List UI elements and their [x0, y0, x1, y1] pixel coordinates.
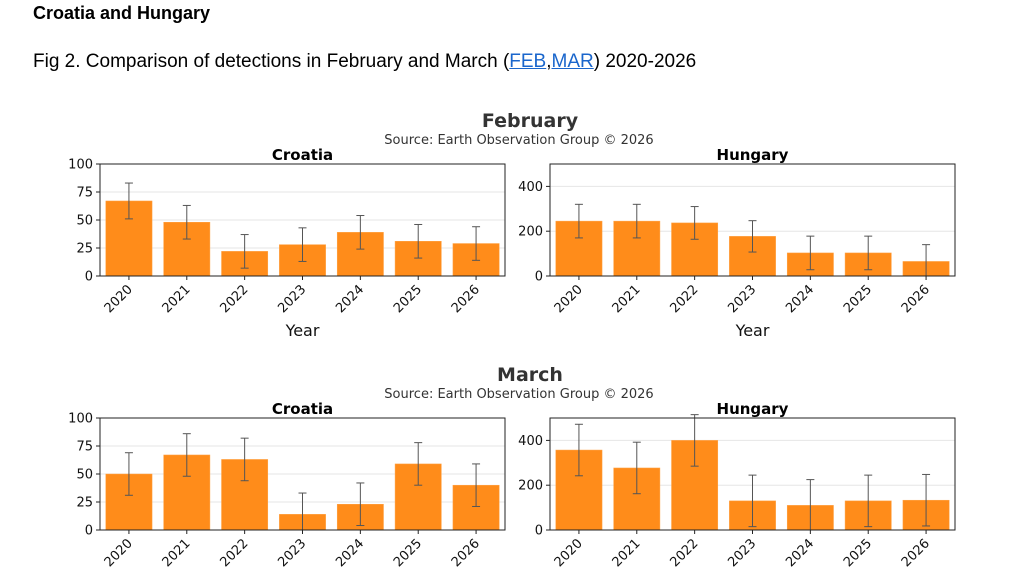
y-tick-label: 50 — [76, 214, 93, 229]
x-tick-label: 2024 — [783, 282, 817, 316]
x-tick-label: 2021 — [610, 536, 644, 570]
chart-panel-february-croatia: 2020 2021 2022 2023 2024 2025 2026 0 25 50 75 100 Cr… — [68, 146, 506, 340]
x-tick-label: 2024 — [333, 282, 367, 316]
panel-title: Hungary — [717, 146, 789, 164]
y-tick-label: 25 — [76, 496, 93, 511]
y-tick-label: 200 — [518, 479, 543, 494]
y-tick-label: 100 — [68, 158, 93, 173]
x-tick-label: 2025 — [391, 536, 425, 570]
y-tick-label: 400 — [518, 434, 543, 449]
panel-title: Croatia — [272, 146, 333, 164]
x-axis-label: Year — [735, 321, 770, 340]
panel-title: Croatia — [272, 400, 333, 418]
x-tick-label: 2022 — [217, 282, 251, 316]
y-tick-label: 50 — [76, 468, 93, 483]
x-tick-label: 2022 — [217, 536, 251, 570]
y-tick-label: 100 — [68, 412, 93, 427]
chart-panel-march-hungary: 2020 2021 2022 2023 2024 2025 2026 0 200 400 Hunga… — [518, 400, 956, 570]
x-tick-label: 2026 — [449, 536, 483, 570]
axes-frame — [549, 417, 956, 531]
x-tick-label: 2020 — [102, 282, 136, 316]
figure-caption: Fig 2. Comparison of detections in Febru… — [33, 51, 696, 73]
y-tick-label: 25 — [76, 242, 93, 257]
x-tick-label: 2026 — [899, 282, 933, 316]
y-tick-label: 75 — [76, 186, 93, 201]
link-separator: , — [546, 51, 552, 72]
x-tick-label: 2025 — [841, 282, 875, 316]
section-title-february: February — [482, 110, 579, 132]
mar-link[interactable]: MAR — [551, 51, 594, 72]
x-tick-label: 2026 — [899, 536, 933, 570]
y-tick-label: 0 — [535, 524, 543, 539]
x-tick-label: 2022 — [667, 536, 701, 570]
x-tick-label: 2026 — [449, 282, 483, 316]
x-tick-label: 2024 — [333, 536, 367, 570]
y-tick-label: 0 — [85, 270, 93, 285]
x-tick-label: 2021 — [610, 282, 644, 316]
chart-panel-march-croatia: 2020 2021 2022 2023 2024 2025 2026 0 25 50 75 100 Cr… — [68, 400, 506, 570]
y-tick-label: 75 — [76, 440, 93, 455]
x-tick-label: 2025 — [391, 282, 425, 316]
section-source-march: Source: Earth Observation Group © 2026 — [384, 387, 653, 402]
section-source-february: Source: Earth Observation Group © 2026 — [384, 133, 653, 148]
y-tick-label: 400 — [518, 180, 543, 195]
x-tick-label: 2020 — [102, 536, 136, 570]
x-tick-label: 2024 — [783, 536, 817, 570]
x-tick-label: 2023 — [275, 536, 309, 570]
axes-frame — [549, 163, 956, 277]
section-title-march: March — [497, 364, 563, 386]
x-tick-label: 2025 — [841, 536, 875, 570]
page-heading: Croatia and Hungary — [33, 3, 211, 23]
y-tick-label: 200 — [518, 225, 543, 240]
y-tick-label: 0 — [535, 270, 543, 285]
panel-title: Hungary — [717, 400, 789, 418]
x-axis-label: Year — [285, 321, 320, 340]
x-tick-label: 2020 — [552, 536, 586, 570]
x-tick-label: 2021 — [160, 536, 194, 570]
caption-suffix: ) 2020-2026 — [593, 51, 697, 72]
x-tick-label: 2023 — [275, 282, 309, 316]
x-tick-label: 2021 — [160, 282, 194, 316]
x-tick-label: 2023 — [725, 282, 759, 316]
feb-link[interactable]: FEB — [509, 51, 547, 72]
caption-prefix: Fig 2. Comparison of detections in Febru… — [33, 51, 510, 72]
x-tick-label: 2022 — [667, 282, 701, 316]
x-tick-label: 2023 — [725, 536, 759, 570]
chart-panel-february-hungary: 2020 2021 2022 2023 2024 2025 2026 0 200 400 Hunga… — [518, 146, 956, 340]
x-tick-label: 2020 — [552, 282, 586, 316]
y-tick-label: 0 — [85, 524, 93, 539]
